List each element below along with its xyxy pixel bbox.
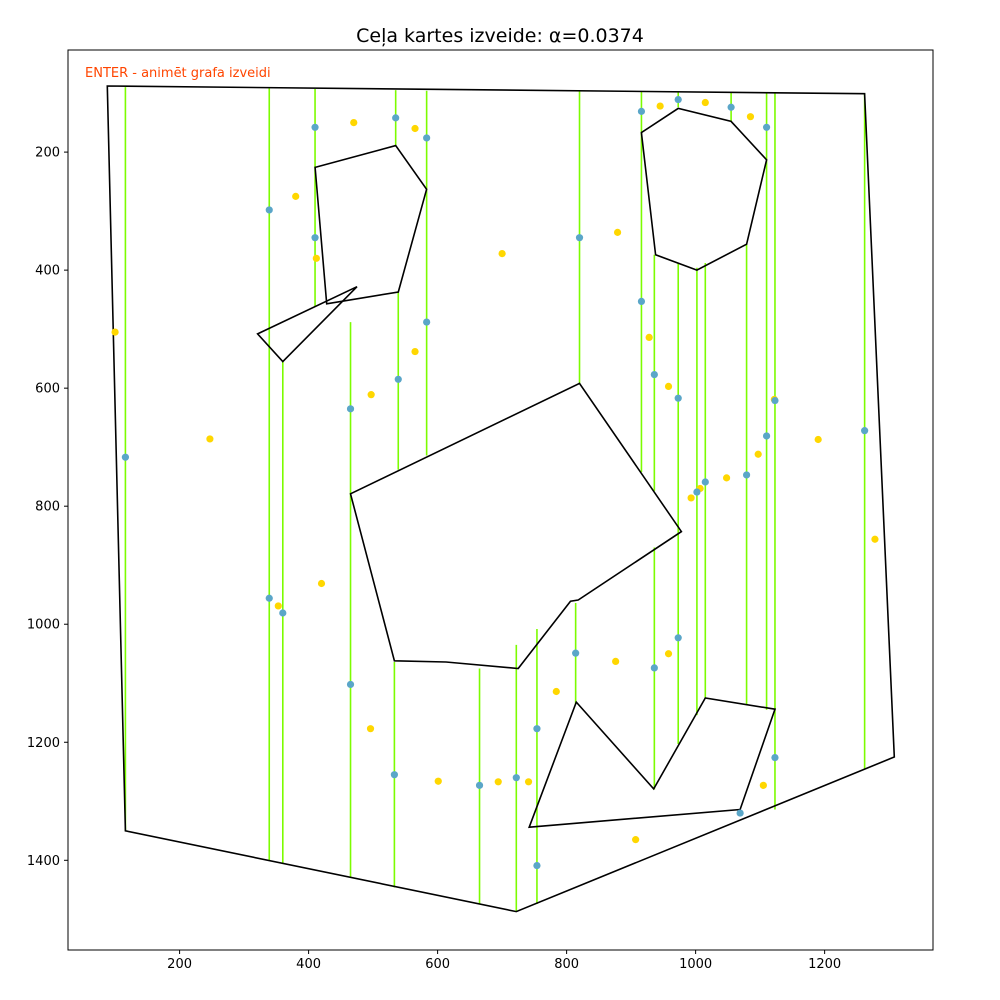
x-tick-label-1200: 1200 (808, 957, 841, 972)
x-tick-label-400: 400 (296, 957, 321, 972)
cell-node-21 (771, 396, 779, 405)
cell-node-9 (575, 234, 584, 242)
obstacle-1 (256, 285, 358, 363)
y-tick-label-1000: 1000 (27, 618, 60, 633)
axes-frame (67, 49, 934, 951)
y-tick-label-200: 200 (35, 146, 60, 161)
cell-node-25 (346, 680, 355, 689)
cell-node-12 (727, 103, 735, 111)
sample-point-22 (317, 579, 326, 588)
cell-node-30 (533, 862, 541, 870)
sample-point-5 (411, 347, 419, 356)
cell-node-7 (394, 375, 402, 383)
sample-point-23 (274, 602, 282, 610)
cell-node-5 (311, 234, 319, 242)
sample-point-27 (524, 778, 533, 786)
sample-point-4 (111, 328, 119, 336)
sample-point-16 (814, 435, 822, 444)
cell-node-1 (265, 206, 273, 214)
sample-point-0 (350, 118, 358, 127)
cell-node-14 (637, 297, 646, 306)
sample-point-2 (292, 192, 300, 200)
x-tick-label-800: 800 (554, 957, 579, 972)
sample-point-6 (367, 391, 375, 399)
cell-node-31 (572, 649, 580, 657)
cell-node-19 (742, 471, 751, 479)
cell-node-20 (762, 432, 771, 440)
sample-point-30 (664, 650, 673, 658)
cell-node-18 (701, 478, 709, 486)
plot-area (106, 85, 896, 913)
cell-node-2 (311, 123, 319, 131)
obstacle-3 (349, 382, 683, 670)
sample-point-20 (871, 535, 879, 543)
sample-point-9 (656, 102, 664, 110)
sample-point-21 (206, 435, 214, 443)
outer-boundary (106, 85, 896, 913)
sample-point-26 (494, 778, 502, 786)
sample-point-28 (552, 687, 560, 696)
cell-node-4 (423, 134, 431, 142)
y-tick-label-1200: 1200 (27, 736, 60, 751)
x-tick-label-200: 200 (167, 957, 192, 972)
sample-point-29 (612, 657, 620, 666)
cell-node-29 (533, 725, 541, 733)
obstacle-2 (640, 107, 768, 271)
sample-point-17 (722, 474, 731, 482)
sample-point-10 (701, 98, 709, 107)
cell-node-16 (674, 394, 682, 402)
cell-node-6 (423, 318, 431, 326)
y-tick-label-400: 400 (35, 264, 60, 279)
cell-node-24 (279, 609, 287, 617)
cell-node-34 (771, 754, 779, 762)
cell-node-17 (693, 488, 701, 496)
chart-title: Ceļa kartes izveide: α=0.0374 (356, 25, 644, 47)
cell-node-13 (762, 123, 771, 131)
cell-node-27 (475, 781, 484, 789)
sample-point-1 (411, 124, 419, 133)
sample-point-24 (366, 725, 375, 733)
y-tick-label-800: 800 (35, 500, 60, 515)
cell-node-22 (861, 427, 869, 435)
cell-node-35 (736, 809, 744, 817)
sample-point-8 (613, 228, 622, 236)
cell-node-0 (121, 453, 130, 461)
obstacle-0 (314, 144, 428, 305)
y-tick-label-1400: 1400 (27, 854, 60, 869)
cell-node-11 (674, 95, 682, 104)
sample-point-3 (312, 254, 320, 262)
sample-point-12 (645, 333, 653, 342)
cell-node-15 (650, 370, 658, 379)
cell-node-33 (674, 634, 682, 642)
axis-ticks: 200 400 600 800 1000 1200 200 400 600 800 1000 1200… (27, 146, 841, 972)
sample-point-15 (754, 450, 762, 458)
cell-node-8 (346, 405, 355, 413)
cell-node-3 (392, 114, 400, 122)
sample-point-7 (498, 250, 506, 258)
sample-point-25 (434, 777, 442, 785)
cell-node-28 (512, 774, 520, 782)
cell-node-23 (265, 594, 273, 602)
cell-node-10 (637, 107, 646, 115)
sample-point-19 (687, 494, 695, 502)
sample-point-31 (759, 781, 767, 789)
sample-point-13 (664, 382, 673, 390)
cell-node-32 (650, 664, 658, 672)
sample-point-32 (632, 836, 640, 844)
x-tick-label-600: 600 (425, 957, 450, 972)
y-tick-label-600: 600 (35, 382, 60, 397)
enter-hint-annotation: ENTER - animēt grafa izveidi (85, 66, 271, 81)
sample-point-11 (746, 113, 755, 121)
x-tick-label-1000: 1000 (679, 957, 712, 972)
cell-node-26 (390, 771, 398, 779)
